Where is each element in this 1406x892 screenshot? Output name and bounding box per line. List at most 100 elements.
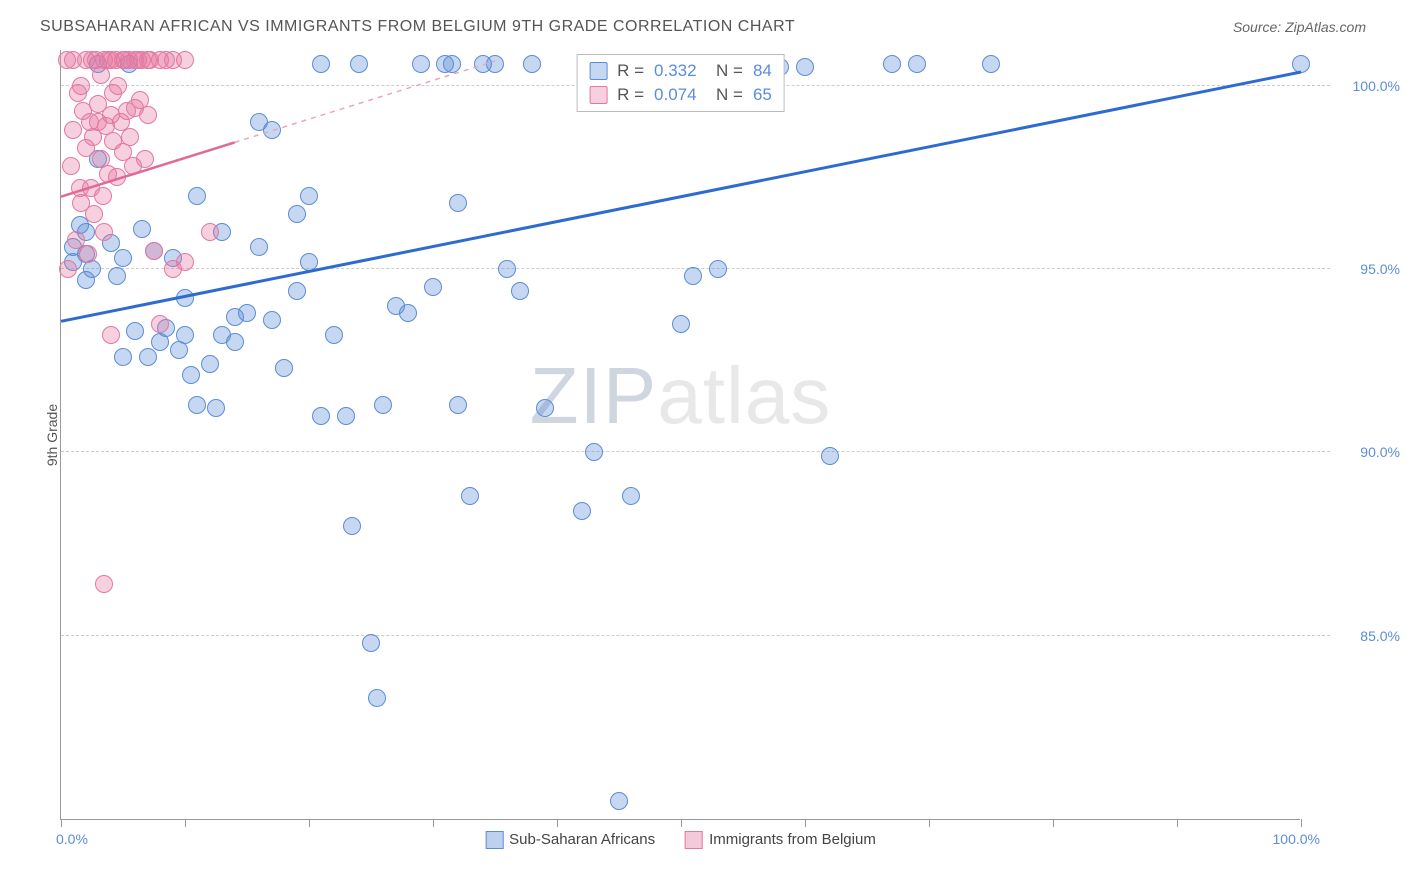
x-tick bbox=[185, 819, 186, 827]
data-point bbox=[176, 289, 194, 307]
data-point bbox=[288, 205, 306, 223]
x-tick bbox=[1053, 819, 1054, 827]
data-point bbox=[300, 187, 318, 205]
y-axis-title: 9th Grade bbox=[44, 403, 60, 465]
data-point bbox=[188, 187, 206, 205]
x-tick bbox=[1177, 819, 1178, 827]
legend-row-series-a: R =0.332 N =84 bbox=[589, 59, 772, 83]
data-point bbox=[536, 399, 554, 417]
x-tick bbox=[929, 819, 930, 827]
x-tick bbox=[1301, 819, 1302, 827]
x-tick bbox=[433, 819, 434, 827]
data-point bbox=[188, 396, 206, 414]
legend-swatch-a bbox=[589, 62, 607, 80]
source-attribution: Source: ZipAtlas.com bbox=[1233, 19, 1366, 35]
data-point bbox=[399, 304, 417, 322]
data-point bbox=[300, 253, 318, 271]
data-point bbox=[151, 315, 169, 333]
data-point bbox=[312, 407, 330, 425]
data-point bbox=[95, 223, 113, 241]
data-point bbox=[883, 55, 901, 73]
data-point bbox=[709, 260, 727, 278]
watermark: ZIPatlas bbox=[530, 350, 831, 442]
data-point bbox=[238, 304, 256, 322]
data-point bbox=[121, 128, 139, 146]
data-point bbox=[622, 487, 640, 505]
data-point bbox=[250, 238, 268, 256]
y-tick-label: 90.0% bbox=[1360, 444, 1400, 460]
data-point bbox=[585, 443, 603, 461]
data-point bbox=[207, 399, 225, 417]
x-axis-max-label: 100.0% bbox=[1273, 831, 1320, 847]
data-point bbox=[79, 245, 97, 263]
y-tick-label: 95.0% bbox=[1360, 261, 1400, 277]
x-axis-min-label: 0.0% bbox=[56, 831, 88, 847]
data-point bbox=[176, 253, 194, 271]
data-point bbox=[449, 396, 467, 414]
x-tick bbox=[61, 819, 62, 827]
data-point bbox=[821, 447, 839, 465]
data-point bbox=[85, 205, 103, 223]
data-point bbox=[226, 333, 244, 351]
data-point bbox=[362, 634, 380, 652]
x-tick bbox=[557, 819, 558, 827]
gridline: 85.0% bbox=[61, 635, 1330, 636]
data-point bbox=[136, 150, 154, 168]
data-point bbox=[62, 157, 80, 175]
data-point bbox=[182, 366, 200, 384]
data-point bbox=[59, 260, 77, 278]
data-point bbox=[449, 194, 467, 212]
data-point bbox=[424, 278, 442, 296]
y-tick-label: 100.0% bbox=[1353, 78, 1400, 94]
legend-item-b: Immigrants from Belgium bbox=[685, 831, 876, 849]
chart-title: SUBSAHARAN AFRICAN VS IMMIGRANTS FROM BE… bbox=[40, 18, 795, 36]
data-point bbox=[610, 792, 628, 810]
data-point bbox=[312, 55, 330, 73]
data-point bbox=[108, 267, 126, 285]
data-point bbox=[672, 315, 690, 333]
data-point bbox=[443, 55, 461, 73]
data-point bbox=[176, 326, 194, 344]
data-point bbox=[275, 359, 293, 377]
legend-row-series-b: R =0.074 N =65 bbox=[589, 83, 772, 107]
data-point bbox=[263, 121, 281, 139]
y-tick-label: 85.0% bbox=[1360, 628, 1400, 644]
data-point bbox=[343, 517, 361, 535]
data-point bbox=[102, 326, 120, 344]
r-value-b: 0.074 bbox=[654, 85, 697, 105]
data-point bbox=[368, 689, 386, 707]
data-point bbox=[908, 55, 926, 73]
data-point bbox=[288, 282, 306, 300]
data-point bbox=[263, 311, 281, 329]
n-value-b: 65 bbox=[753, 85, 772, 105]
data-point bbox=[325, 326, 343, 344]
data-point bbox=[1292, 55, 1310, 73]
data-point bbox=[511, 282, 529, 300]
data-point bbox=[114, 249, 132, 267]
series-legend: Sub-Saharan Africans Immigrants from Bel… bbox=[485, 831, 876, 849]
data-point bbox=[108, 168, 126, 186]
data-point bbox=[95, 575, 113, 593]
data-point bbox=[498, 260, 516, 278]
data-point bbox=[133, 220, 151, 238]
data-point bbox=[573, 502, 591, 520]
legend-swatch-b bbox=[589, 86, 607, 104]
x-tick bbox=[681, 819, 682, 827]
data-point bbox=[337, 407, 355, 425]
data-point bbox=[139, 106, 157, 124]
data-point bbox=[523, 55, 541, 73]
x-tick bbox=[309, 819, 310, 827]
legend-label-a: Sub-Saharan Africans bbox=[509, 831, 655, 848]
data-point bbox=[72, 77, 90, 95]
data-point bbox=[201, 223, 219, 241]
data-point bbox=[796, 58, 814, 76]
data-point bbox=[486, 55, 504, 73]
data-point bbox=[350, 55, 368, 73]
n-value-a: 84 bbox=[753, 61, 772, 81]
data-point bbox=[461, 487, 479, 505]
data-point bbox=[982, 55, 1000, 73]
data-point bbox=[201, 355, 219, 373]
correlation-legend: R =0.332 N =84 R =0.074 N =65 bbox=[576, 54, 785, 112]
data-point bbox=[145, 242, 163, 260]
data-point bbox=[126, 322, 144, 340]
